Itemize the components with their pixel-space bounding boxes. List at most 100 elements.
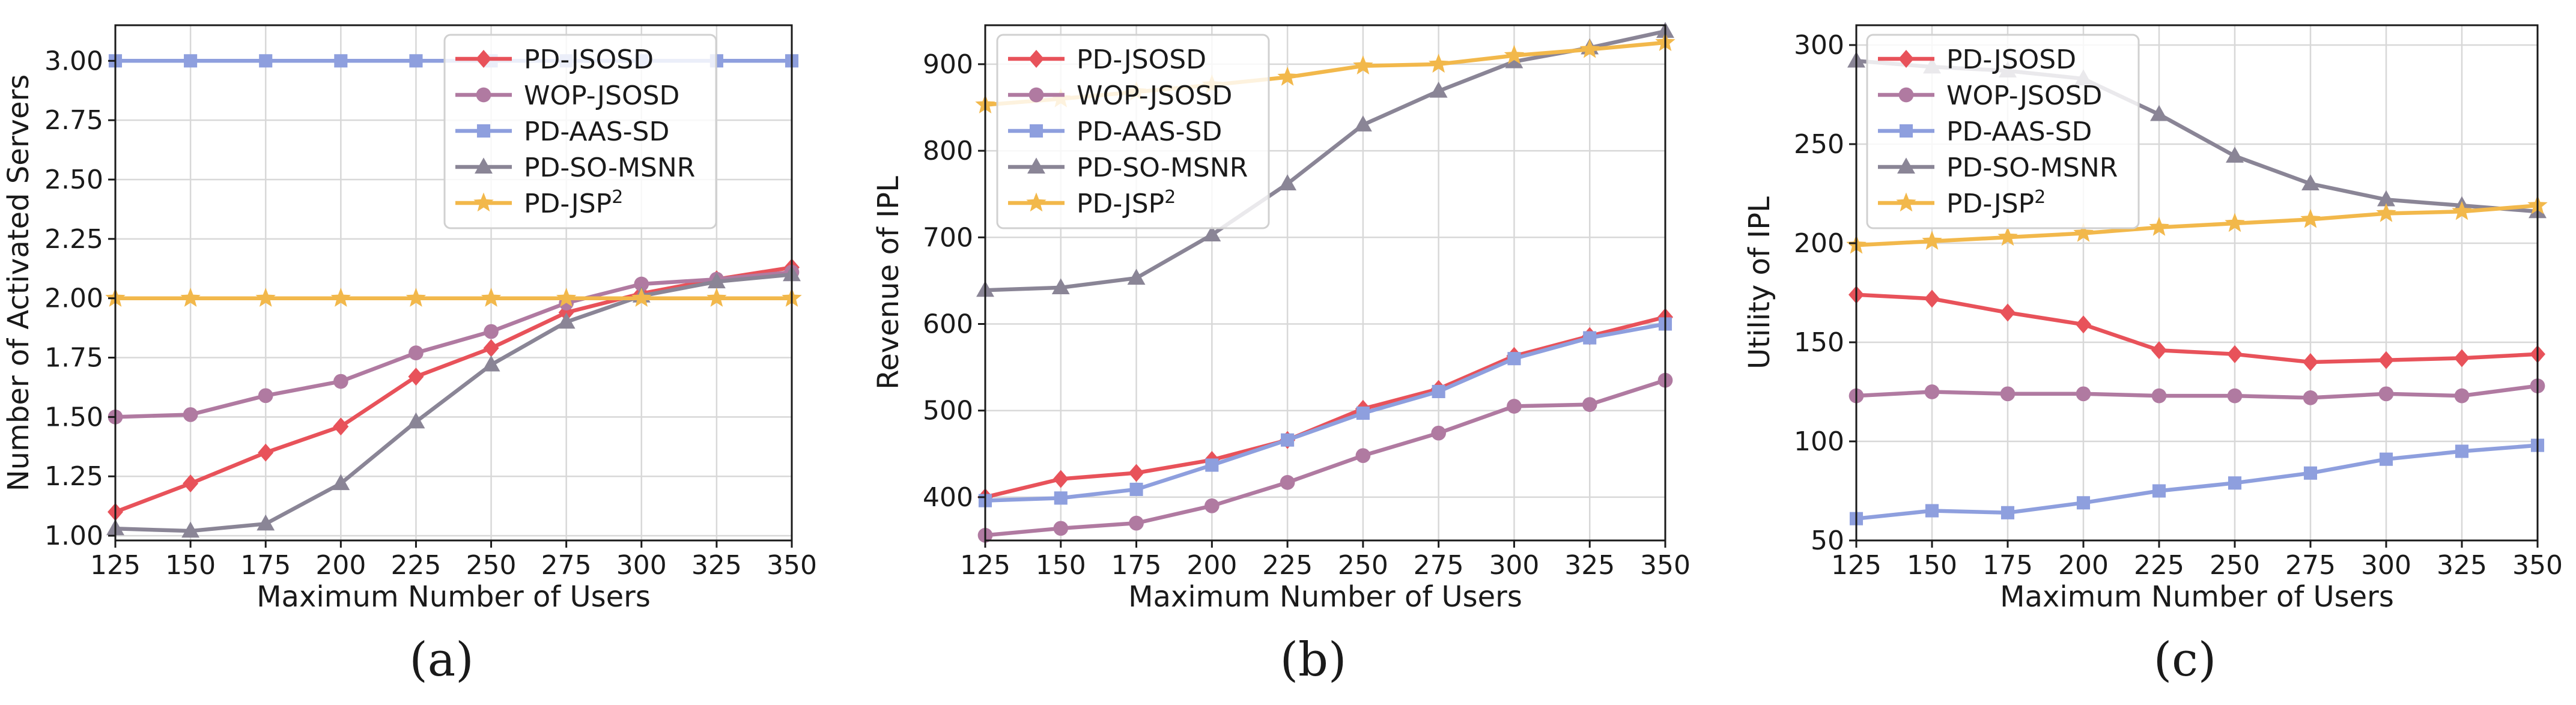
data-point-pd-so-msnr [181, 521, 200, 538]
legend-marker [476, 87, 491, 103]
legend-item-pd-jsp2: PD-JSP2 [1878, 187, 2046, 219]
chart-panel-2: 125 150 175 200 225 250 275 300 325 350 400 500 600 7… [872, 22, 1690, 687]
legend-marker [476, 124, 491, 138]
data-point-wop-jsosd [2000, 386, 2016, 402]
data-point-pd-jsp2 [2376, 202, 2396, 222]
legend-marker [1029, 124, 1043, 138]
data-point-wop-jsosd [333, 374, 348, 389]
x-tick-label: 125 [960, 550, 1010, 581]
legend-marker [476, 50, 491, 68]
data-point-pd-jsp2 [1504, 44, 1525, 64]
data-point-wop-jsosd [1355, 448, 1371, 464]
data-point-pd-aas-sd [2152, 484, 2166, 498]
y-tick-label: 3.00 [44, 46, 103, 76]
data-point-pd-jsp2 [2225, 213, 2245, 232]
data-point-wop-jsosd [1280, 475, 1295, 490]
legend-item-pd-jsosd: PD-JSOSD [1878, 44, 2076, 75]
data-point-pd-aas-sd [1281, 433, 1295, 447]
y-tick-label: 200 [1794, 228, 1844, 259]
legend: PD-JSOSD WOP-JSOSD PD-AAS-SD PD-SO-MSNR PD-J… [1866, 34, 2140, 229]
legend-label: PD-JSOSD [1077, 44, 1206, 75]
data-point-wop-jsosd [1582, 397, 1597, 412]
data-point-pd-jsp2 [330, 288, 351, 307]
series-line-pd-jsosd [114, 265, 792, 514]
series-line-wop-jsosd [985, 378, 1666, 537]
x-tick-label: 275 [1414, 550, 1464, 581]
legend-item-pd-aas-sd: PD-AAS-SD [455, 116, 669, 147]
panel-caption: (a) [409, 633, 473, 687]
x-tick-label: 250 [1338, 550, 1388, 581]
plot-frame [114, 24, 793, 542]
x-tick-label: 125 [90, 550, 141, 581]
x-tick-label: 275 [2285, 550, 2336, 581]
legend-label-base: PD-JSP [524, 189, 612, 219]
data-point-pd-aas-sd [2303, 466, 2318, 480]
chart-panel-1: 125 150 175 200 225 250 275 300 325 350 1.00 1.25 1.… [2, 24, 817, 687]
legend-marker [1028, 50, 1044, 68]
x-tick-label: 325 [1564, 550, 1615, 581]
y-tick-label: 900 [923, 49, 973, 80]
data-point-wop-jsosd [258, 388, 273, 404]
data-point-wop-jsosd [2378, 386, 2394, 402]
legend-marker [1898, 87, 1914, 103]
data-point-pd-jsp2 [255, 288, 276, 307]
data-point-pd-aas-sd [2228, 476, 2242, 490]
legend-marker [1897, 157, 1915, 174]
y-tick-label: 50 [1811, 525, 1844, 556]
y-tick-label: 1.50 [44, 402, 103, 432]
data-point-pd-so-msnr [2226, 147, 2244, 163]
data-point-pd-jsosd [2303, 353, 2318, 371]
legend-label: PD-AAS-SD [1946, 116, 2092, 147]
data-point-pd-jsp2 [2073, 222, 2094, 242]
series-wop-jsosd [977, 372, 1673, 543]
data-point-wop-jsosd [1204, 498, 1220, 513]
data-point-pd-aas-sd [409, 54, 423, 68]
series-line-wop-jsosd [1856, 384, 2538, 400]
legend-label: WOP-JSOSD [524, 80, 679, 111]
chart-panel-3: 125 150 175 200 225 250 275 300 325 350 50 100 150 20… [1743, 24, 2563, 687]
series-pd-aas-sd [1849, 438, 2545, 525]
data-point-pd-jsp2 [1997, 226, 2018, 246]
x-tick-label: 225 [390, 550, 441, 581]
series-line-pd-so-msnr [115, 272, 792, 533]
data-point-pd-aas-sd [1129, 482, 1143, 496]
data-point-pd-so-msnr [1127, 268, 1146, 285]
series-wop-jsosd [108, 264, 800, 425]
y-axis-label: Number of Activated Servers [2, 74, 35, 491]
legend-marker [1028, 87, 1044, 103]
series-pd-so-msnr [106, 265, 801, 538]
x-tick-label: 350 [767, 550, 817, 581]
data-point-wop-jsosd [1431, 425, 1447, 441]
data-point-pd-so-msnr [1353, 115, 1372, 132]
data-point-pd-aas-sd [2076, 496, 2091, 510]
y-tick-label: 2.75 [44, 105, 103, 136]
data-point-pd-jsp2 [2452, 201, 2472, 220]
data-point-pd-so-msnr [1051, 278, 1070, 294]
x-tick-label: 175 [1111, 550, 1162, 581]
data-point-pd-so-msnr [2301, 174, 2319, 191]
legend-item-pd-so-msnr: PD-SO-MSNR [455, 153, 695, 183]
data-point-pd-jsp2 [2149, 217, 2169, 236]
series-line-pd-so-msnr [985, 29, 1666, 292]
data-point-pd-jsosd [2378, 351, 2394, 369]
legend-marker [1899, 124, 1913, 138]
legend-item-wop-jsosd: WOP-JSOSD [1878, 80, 2102, 111]
data-point-pd-jsosd [2076, 315, 2091, 334]
data-point-wop-jsosd [409, 345, 424, 360]
y-tick-label: 2.50 [44, 165, 103, 195]
data-point-pd-so-msnr [482, 355, 500, 372]
data-point-wop-jsosd [1053, 521, 1069, 536]
legend-marker [1027, 157, 1045, 174]
legend-item-pd-jsosd: PD-JSOSD [1008, 44, 1206, 75]
legend-marker [1898, 50, 1914, 68]
y-tick-label: 800 [923, 136, 973, 166]
x-tick-label: 300 [616, 550, 667, 581]
legend-label-superscript: 2 [612, 187, 623, 208]
y-tick-label: 1.25 [44, 461, 103, 492]
legend-label-superscript: 2 [2034, 187, 2046, 208]
data-point-pd-aas-sd [184, 54, 198, 68]
legend-label: PD-AAS-SD [524, 116, 669, 147]
x-axis-label: Maximum Number of Users [257, 580, 651, 614]
data-point-pd-aas-sd [1356, 406, 1370, 420]
plot-frame [1855, 24, 2539, 542]
